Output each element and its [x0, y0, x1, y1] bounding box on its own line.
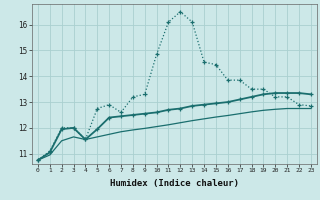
X-axis label: Humidex (Indice chaleur): Humidex (Indice chaleur)	[110, 179, 239, 188]
